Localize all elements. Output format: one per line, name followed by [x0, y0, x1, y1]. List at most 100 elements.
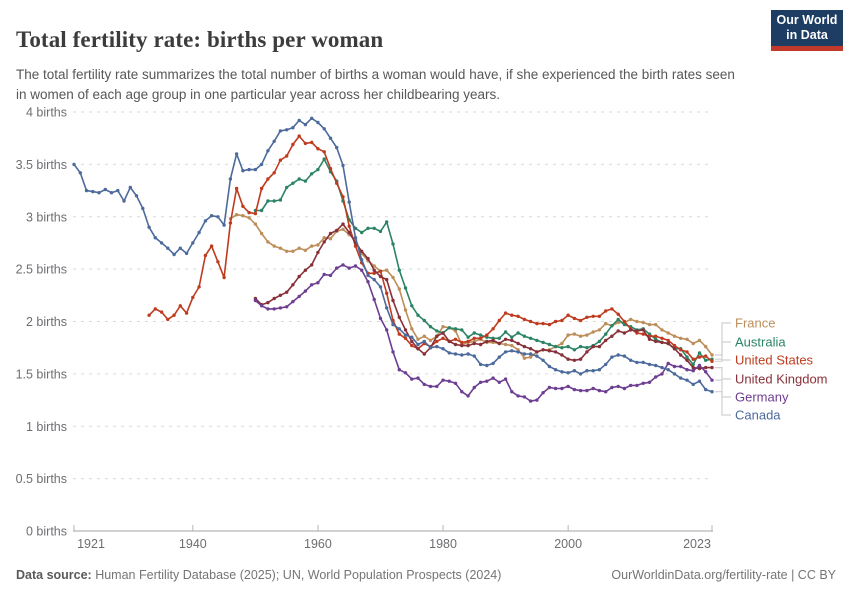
point-canada-1962[interactable] — [328, 136, 333, 140]
point-germany-2017[interactable] — [672, 364, 677, 369]
point-united-states-2007[interactable] — [610, 307, 614, 311]
point-australia-1968[interactable] — [366, 226, 370, 230]
point-canada-1955[interactable] — [285, 128, 289, 132]
point-germany-1989[interactable] — [497, 380, 501, 384]
point-united-states-1962[interactable] — [328, 166, 333, 171]
point-united-kingdom-1988[interactable] — [491, 338, 495, 343]
point-united-states-2020[interactable] — [691, 357, 695, 361]
point-united-states-1957[interactable] — [297, 134, 301, 138]
point-united-states-1956[interactable] — [291, 142, 295, 147]
point-australia-1957[interactable] — [297, 177, 301, 181]
point-canada-2017[interactable] — [672, 372, 677, 376]
point-france-1960[interactable] — [316, 243, 320, 247]
point-canada-1935[interactable] — [159, 241, 164, 245]
point-france-1993[interactable] — [522, 356, 527, 360]
point-australia-1954[interactable] — [278, 198, 283, 202]
point-canada-1967[interactable] — [360, 258, 364, 262]
point-france-2000[interactable] — [566, 333, 570, 337]
point-australia-1992[interactable] — [516, 331, 520, 335]
point-canada-1928[interactable] — [116, 188, 120, 193]
point-canada-1980[interactable] — [441, 347, 445, 351]
point-germany-1959[interactable] — [310, 283, 314, 287]
point-united-kingdom-2010[interactable] — [629, 328, 633, 332]
point-united-states-1999[interactable] — [560, 318, 564, 323]
point-germany-1965[interactable] — [347, 266, 351, 270]
point-germany-2001[interactable] — [572, 387, 577, 392]
point-united-states-2015[interactable] — [660, 336, 664, 340]
point-united-kingdom-1959[interactable] — [310, 263, 314, 267]
point-canada-1998[interactable] — [553, 368, 558, 372]
point-france-2023[interactable] — [710, 353, 714, 357]
point-canada-2004[interactable] — [591, 369, 595, 373]
point-united-kingdom-1979[interactable] — [435, 334, 439, 338]
point-united-states-1975[interactable] — [410, 343, 414, 348]
point-germany-1997[interactable] — [547, 385, 552, 390]
point-germany-2019[interactable] — [685, 368, 689, 372]
point-france-2022[interactable] — [704, 344, 708, 349]
point-canada-1994[interactable] — [528, 352, 533, 356]
point-united-states-1970[interactable] — [378, 269, 383, 273]
point-canada-1926[interactable] — [103, 187, 108, 192]
point-canada-1951[interactable] — [259, 162, 264, 167]
point-united-states-2000[interactable] — [566, 313, 570, 317]
point-germany-1996[interactable] — [541, 391, 545, 395]
legend-label-canada[interactable]: Canada — [735, 408, 781, 423]
point-united-states-2003[interactable] — [585, 315, 589, 319]
point-france-1951[interactable] — [259, 231, 264, 236]
point-united-states-2019[interactable] — [685, 350, 689, 354]
fertility-chart-svg[interactable]: 0 births 0.5 births 1 births 1.5 births 2 bi… — [0, 95, 850, 555]
point-germany-1988[interactable] — [491, 376, 495, 380]
point-france-2005[interactable] — [597, 328, 602, 332]
point-canada-1963[interactable] — [335, 145, 339, 150]
point-united-states-1947[interactable] — [234, 186, 239, 191]
point-canada-2015[interactable] — [660, 365, 664, 370]
point-canada-1973[interactable] — [397, 327, 401, 331]
point-germany-2006[interactable] — [604, 390, 608, 394]
point-canada-1981[interactable] — [447, 351, 451, 355]
point-canada-1932[interactable] — [141, 206, 145, 211]
point-australia-1973[interactable] — [397, 268, 401, 272]
point-germany-1990[interactable] — [503, 377, 508, 381]
point-france-1957[interactable] — [297, 246, 301, 250]
point-united-states-1964[interactable] — [341, 195, 345, 199]
point-united-states-2016[interactable] — [666, 338, 670, 343]
legend-label-germany[interactable]: Germany — [735, 390, 789, 405]
point-united-states-2005[interactable] — [597, 314, 602, 318]
point-germany-2021[interactable] — [697, 363, 702, 368]
point-australia-1982[interactable] — [453, 327, 458, 331]
point-canada-1931[interactable] — [134, 194, 139, 198]
point-australia-1956[interactable] — [291, 181, 295, 185]
point-united-kingdom-2011[interactable] — [635, 329, 639, 333]
point-australia-1978[interactable] — [428, 325, 433, 329]
point-united-kingdom-1995[interactable] — [535, 350, 539, 354]
point-united-kingdom-1956[interactable] — [291, 283, 295, 287]
point-united-states-1945[interactable] — [222, 275, 226, 280]
legend-label-united-states[interactable]: United States — [735, 353, 814, 368]
point-germany-2000[interactable] — [566, 384, 570, 389]
point-australia-1983[interactable] — [460, 328, 464, 332]
point-germany-2009[interactable] — [622, 386, 627, 391]
point-canada-2019[interactable] — [685, 378, 689, 382]
point-canada-1943[interactable] — [209, 214, 214, 218]
point-canada-1975[interactable] — [410, 335, 414, 339]
point-australia-1984[interactable] — [466, 335, 470, 339]
point-australia-2006[interactable] — [604, 332, 608, 336]
point-canada-2022[interactable] — [704, 387, 708, 392]
point-united-states-2017[interactable] — [672, 343, 677, 348]
point-united-kingdom-1969[interactable] — [372, 268, 376, 272]
point-canada-1979[interactable] — [435, 344, 439, 349]
point-united-states-1944[interactable] — [216, 260, 220, 264]
point-germany-1985[interactable] — [472, 385, 476, 390]
point-united-kingdom-1987[interactable] — [485, 339, 489, 344]
point-united-kingdom-1985[interactable] — [472, 341, 476, 346]
point-united-states-1996[interactable] — [541, 321, 545, 326]
point-united-kingdom-1994[interactable] — [528, 347, 533, 351]
point-france-2010[interactable] — [629, 317, 633, 322]
point-germany-1969[interactable] — [372, 297, 376, 302]
legend-label-france[interactable]: France — [735, 316, 775, 331]
point-france-1974[interactable] — [403, 308, 408, 312]
point-canada-1949[interactable] — [247, 167, 251, 172]
point-australia-1981[interactable] — [447, 326, 451, 330]
point-united-kingdom-1991[interactable] — [510, 338, 514, 343]
point-australia-1993[interactable] — [522, 334, 527, 338]
